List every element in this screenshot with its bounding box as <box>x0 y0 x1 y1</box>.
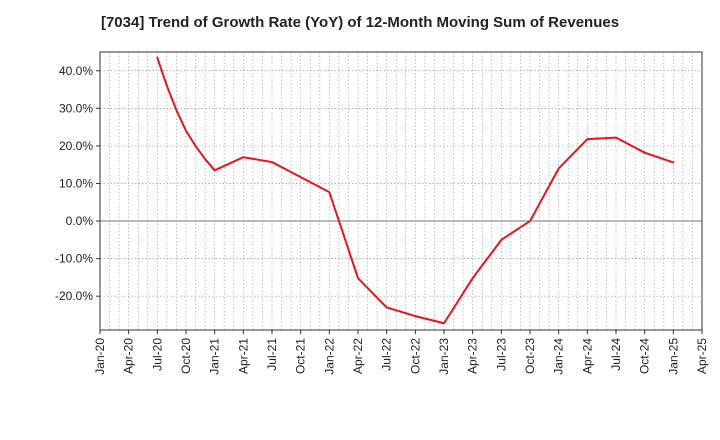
y-tick-label: 0.0% <box>66 214 94 228</box>
grid-layer <box>100 52 702 330</box>
series-line <box>156 56 675 325</box>
x-axis-ticks: Jan-20 Apr-20 Jul-20 Oct-20 Jan-21 Apr-21 Jul-… <box>93 330 709 375</box>
y-tick-label: 30.0% <box>59 101 93 115</box>
x-tick-label: Apr-22 <box>351 338 365 374</box>
y-tick-label: 40.0% <box>59 64 93 78</box>
plot-frame <box>99 51 703 331</box>
x-tick-label: Oct-23 <box>523 338 537 374</box>
x-tick-label: Jul-24 <box>609 338 623 371</box>
x-tick-label: Jan-21 <box>208 338 222 375</box>
y-axis-ticks: -20.0% -10.0% 0.0% 10.0% 20.0% 30.0% 40.0% <box>55 64 100 303</box>
x-tick-label: Oct-24 <box>638 338 652 374</box>
x-tick-label: Jan-24 <box>552 338 566 375</box>
x-tick-label: Apr-21 <box>236 338 250 374</box>
x-tick-label: Apr-20 <box>122 338 136 374</box>
x-tick-label: Jul-23 <box>494 338 508 371</box>
x-tick-label: Oct-20 <box>179 338 193 374</box>
x-tick-label: Apr-25 <box>695 338 709 374</box>
y-tick-label: -10.0% <box>55 252 93 266</box>
series-layer <box>156 56 675 325</box>
x-tick-label: Jul-20 <box>150 338 164 371</box>
chart-title: [7034] Trend of Growth Rate (YoY) of 12-… <box>100 14 620 31</box>
x-tick-label: Jan-22 <box>322 338 336 375</box>
y-tick-label: 20.0% <box>59 139 93 153</box>
x-tick-label: Jan-20 <box>93 338 107 375</box>
x-tick-label: Apr-24 <box>580 338 594 374</box>
y-tick-label: 10.0% <box>59 176 93 190</box>
x-tick-label: Jan-23 <box>437 338 451 375</box>
x-tick-label: Jul-21 <box>265 338 279 371</box>
x-tick-label: Oct-22 <box>408 338 422 374</box>
x-tick-label: Jul-22 <box>380 338 394 371</box>
x-tick-label: Jan-25 <box>666 338 680 375</box>
x-tick-label: Apr-23 <box>466 338 480 374</box>
y-tick-label: -20.0% <box>55 289 93 303</box>
x-tick-label: Oct-21 <box>294 338 308 374</box>
